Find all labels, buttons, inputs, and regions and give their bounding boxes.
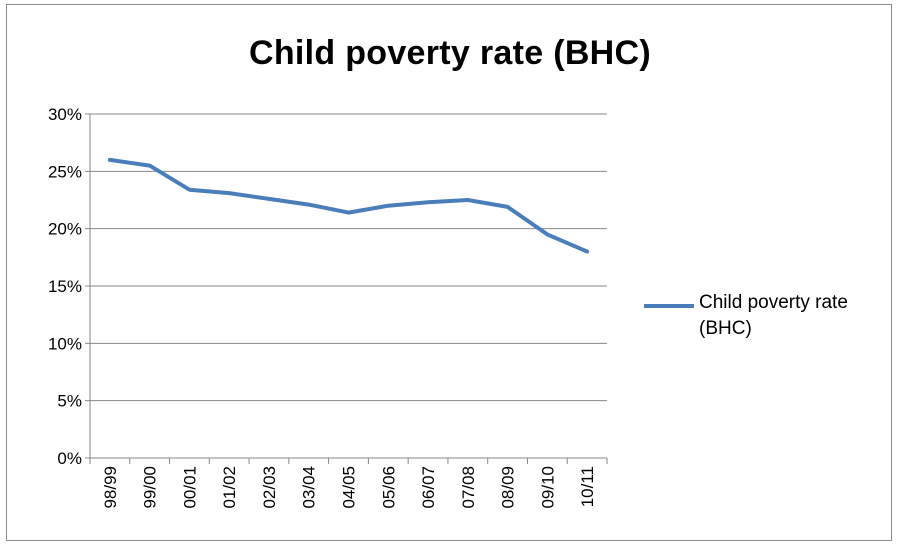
- series-line: [107, 157, 590, 254]
- data-point: [267, 197, 271, 201]
- x-tick-label: 05/06: [379, 466, 398, 509]
- x-tick-label: 06/07: [419, 466, 438, 509]
- legend-swatch: [644, 304, 694, 308]
- data-point: [108, 158, 112, 162]
- data-point: [506, 205, 510, 209]
- x-tick-label: 04/05: [340, 466, 359, 509]
- data-point: [307, 203, 311, 207]
- x-tick-label: 08/09: [499, 466, 518, 509]
- y-tick-label: 10%: [48, 334, 82, 353]
- x-tick-label: 07/08: [459, 466, 478, 509]
- x-tick-label: 01/02: [220, 466, 239, 509]
- y-tick-label: 30%: [48, 105, 82, 124]
- x-tick-labels: 98/99 99/00 00/01 01/02 02/03 03/04 04/05 05/06…: [101, 466, 597, 509]
- x-tick-label: 03/04: [300, 466, 319, 509]
- data-point: [187, 188, 191, 192]
- y-tick-label: 0%: [57, 449, 82, 468]
- x-tick-label: 09/10: [538, 466, 557, 509]
- data-point: [227, 191, 231, 195]
- data-point: [426, 200, 430, 204]
- gridlines: [90, 113, 607, 402]
- chart-title: Child poverty rate (BHC): [248, 34, 652, 72]
- x-tick-label: 00/01: [180, 466, 199, 509]
- data-point: [148, 164, 152, 168]
- data-point: [545, 232, 549, 236]
- x-tick-label: 99/00: [141, 466, 160, 509]
- y-tick-labels: 0% 5% 10% 15% 20% 25% 30%: [48, 105, 82, 468]
- axes: [85, 113, 608, 464]
- x-tick-label: 98/99: [101, 466, 120, 509]
- data-point: [386, 204, 390, 208]
- legend: Child poverty rate (BHC): [641, 290, 891, 360]
- data-point: [466, 198, 470, 202]
- data-point: [346, 211, 351, 215]
- y-tick-label: 25%: [48, 162, 82, 181]
- data-point: [585, 250, 589, 254]
- y-tick-label: 5%: [57, 392, 82, 411]
- x-tick-label: 02/03: [260, 466, 279, 509]
- y-tick-label: 20%: [48, 220, 82, 239]
- chart-frame: [6, 4, 892, 541]
- y-tick-label: 15%: [48, 277, 82, 296]
- x-tick-label: 10/11: [578, 466, 597, 507]
- series-layer: [107, 157, 590, 254]
- legend-label: Child poverty rate (BHC): [699, 292, 848, 339]
